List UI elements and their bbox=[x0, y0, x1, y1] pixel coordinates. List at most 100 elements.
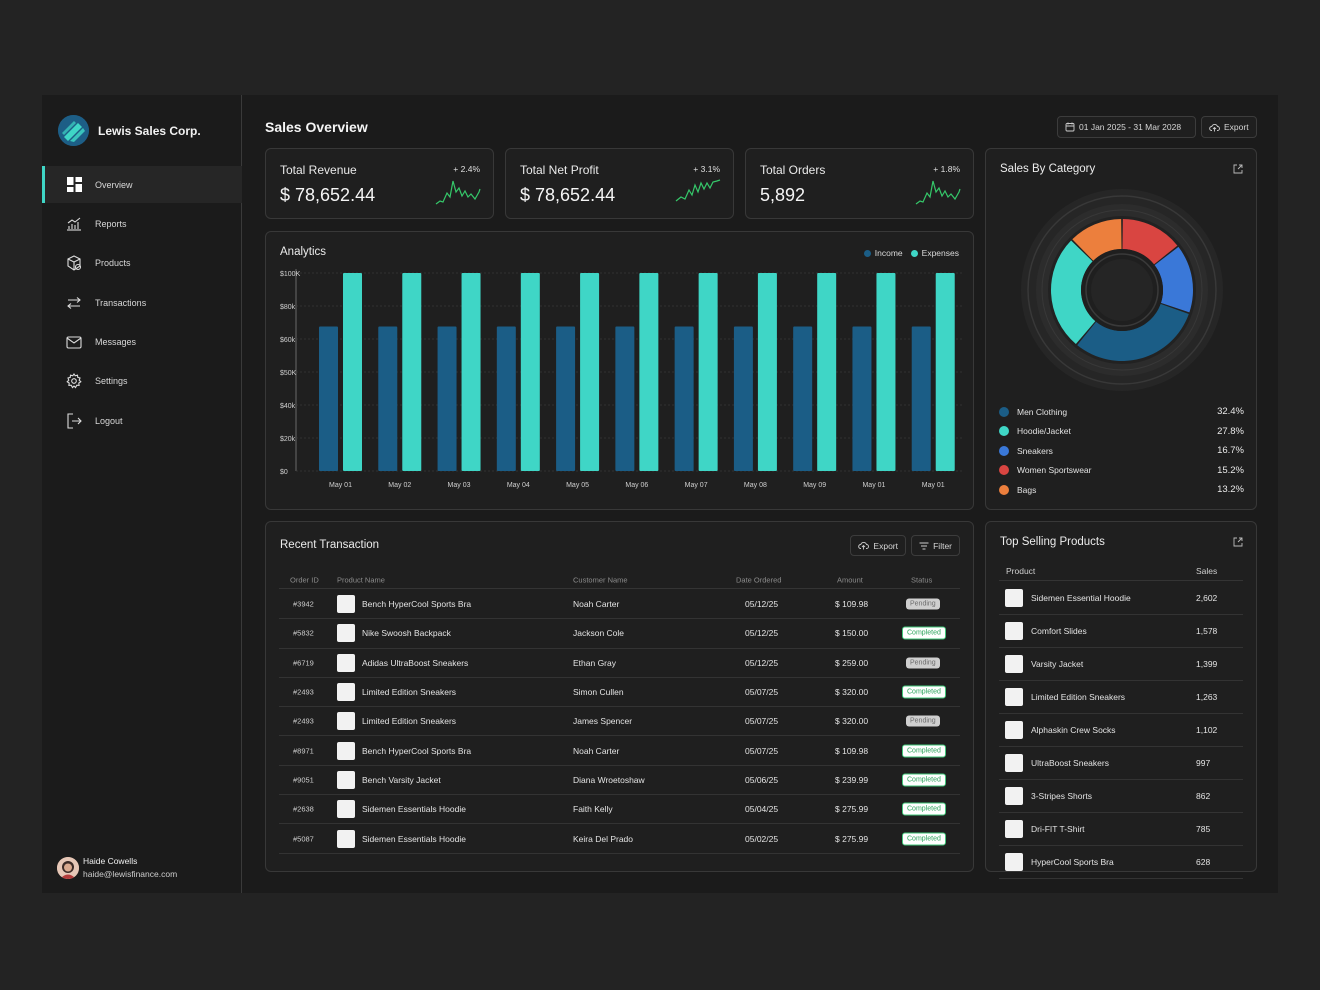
list-item[interactable]: 3-Stripes Shorts 862 bbox=[999, 780, 1243, 813]
date-ordered: 05/04/25 bbox=[745, 804, 779, 815]
date-ordered: 05/06/25 bbox=[745, 774, 779, 785]
sidebar-item-settings[interactable]: Settings bbox=[42, 363, 242, 400]
date-range-picker[interactable]: 01 Jan 2025 - 31 Mar 2028 bbox=[1057, 116, 1196, 138]
category-label: Women Sportswear bbox=[1017, 465, 1092, 476]
transactions-table-header: Order ID Product Name Customer Name Date… bbox=[279, 572, 960, 589]
table-row[interactable]: #5087 Sidemen Essentials Hoodie Keira Del … bbox=[279, 824, 960, 854]
amount: $ 109.98 bbox=[835, 599, 869, 610]
list-item[interactable]: Dri-FIT T-Shirt 785 bbox=[999, 813, 1243, 846]
kpi-value: $ 78,652.44 bbox=[520, 185, 616, 205]
legend-expenses: Expenses bbox=[910, 248, 959, 258]
table-row[interactable]: #3942 Bench HyperCool Sports Bra Noah Cart… bbox=[279, 590, 960, 620]
product-name: Sidemen Essentials Hoodie bbox=[362, 804, 466, 815]
sidebar-item-reports[interactable]: Reports bbox=[42, 205, 242, 242]
category-donut-chart bbox=[1021, 189, 1223, 391]
filter-icon bbox=[919, 542, 929, 549]
category-legend-item: Hoodie/Jacket 27.8% bbox=[999, 422, 1244, 442]
donut-slice-women-sportswear bbox=[1122, 219, 1178, 265]
amount: $ 320.00 bbox=[835, 716, 869, 727]
table-row[interactable]: #2638 Sidemen Essentials Hoodie Faith Kell… bbox=[279, 795, 960, 825]
list-item[interactable]: UltraBoost Sneakers 997 bbox=[999, 747, 1243, 780]
table-row[interactable]: #9051 Bench Varsity Jacket Diana Wroetosha… bbox=[279, 766, 960, 796]
order-id: #9051 bbox=[293, 775, 314, 785]
table-row[interactable]: #2493 Limited Edition Sneakers Simon Culle… bbox=[279, 678, 960, 708]
table-row[interactable]: #5832 Nike Swoosh Backpack Jackson Cole 05/… bbox=[279, 619, 960, 649]
kpi-title: Total Net Profit bbox=[520, 163, 599, 177]
list-item[interactable]: Limited Edition Sneakers 1,263 bbox=[999, 681, 1243, 714]
product-name: Bench Varsity Jacket bbox=[362, 774, 441, 785]
status-badge: Pending bbox=[906, 715, 940, 727]
product-thumbnail bbox=[337, 770, 355, 789]
external-link-icon[interactable] bbox=[1233, 164, 1243, 174]
customer-name: Diana Wroetoshaw bbox=[573, 774, 645, 785]
customer-name: Noah Carter bbox=[573, 599, 620, 610]
product-name: UltraBoost Sneakers bbox=[1031, 758, 1109, 768]
kpi-change: + 1.8% bbox=[933, 164, 960, 174]
legend-income: Income bbox=[863, 248, 903, 258]
order-id: #2638 bbox=[293, 804, 314, 814]
user-name: Haide Cowells bbox=[83, 856, 138, 866]
bar-income bbox=[437, 326, 457, 471]
export-button[interactable]: Export bbox=[1201, 116, 1257, 138]
list-item[interactable]: Varsity Jacket 1,399 bbox=[999, 648, 1243, 681]
customer-name: Noah Carter bbox=[573, 745, 620, 756]
cloud-upload-icon bbox=[858, 541, 870, 550]
donut-slice-sneakers bbox=[1154, 246, 1193, 313]
sales-by-category-card: Sales By Category Men Clothing 32.4% Hoodi… bbox=[985, 148, 1257, 510]
table-row[interactable]: #2493 Limited Edition Sneakers James Spenc… bbox=[279, 707, 960, 737]
order-id: #2493 bbox=[293, 716, 314, 726]
table-row[interactable]: #8971 Bench HyperCool Sports Bra Noah Cart… bbox=[279, 737, 960, 766]
x-tick-label: May 09 bbox=[803, 482, 826, 489]
sales-count: 2,602 bbox=[1196, 593, 1218, 603]
gear-icon bbox=[66, 373, 82, 389]
amount: $ 259.00 bbox=[835, 657, 869, 668]
list-item[interactable]: Alphaskin Crew Socks 1,102 bbox=[999, 714, 1243, 747]
customer-name: Ethan Gray bbox=[573, 657, 616, 668]
transactions-filter-button[interactable]: Filter bbox=[911, 535, 960, 556]
amount: $ 320.00 bbox=[835, 687, 869, 698]
list-item[interactable]: HyperCool Sports Bra 628 bbox=[999, 846, 1243, 879]
product-thumbnail bbox=[337, 741, 355, 760]
sales-count: 997 bbox=[1196, 758, 1211, 768]
external-link-icon[interactable] bbox=[1233, 537, 1243, 547]
x-tick-label: May 07 bbox=[685, 482, 708, 489]
table-row[interactable]: #6719 Adidas UltraBoost Sneakers Ethan Gra… bbox=[279, 649, 960, 678]
bar-expenses bbox=[817, 273, 837, 471]
sidebar-nav: Overview Reports Products Transactions bbox=[42, 166, 242, 442]
bar-income bbox=[733, 326, 753, 471]
grid-icon bbox=[66, 177, 82, 193]
sidebar-item-messages[interactable]: Messages bbox=[42, 324, 242, 361]
list-item[interactable]: Comfort Slides 1,578 bbox=[999, 615, 1243, 648]
customer-name: Faith Kelly bbox=[573, 804, 613, 815]
product-name: Adidas UltraBoost Sneakers bbox=[362, 657, 469, 668]
analytics-title: Analytics bbox=[280, 246, 327, 258]
top-selling-card: Top Selling Products Product Sales Sidem… bbox=[985, 521, 1257, 879]
bar-expenses bbox=[580, 273, 600, 471]
brand[interactable]: Lewis Sales Corp. bbox=[58, 115, 201, 146]
sidebar-item-overview[interactable]: Overview bbox=[42, 166, 242, 203]
sidebar-item-products[interactable]: Products bbox=[42, 245, 242, 282]
category-percent: 13.2% bbox=[1217, 484, 1244, 496]
category-legend-item: Bags 13.2% bbox=[999, 480, 1244, 500]
date-ordered: 05/07/25 bbox=[745, 745, 779, 756]
sales-by-category-title: Sales By Category bbox=[1000, 163, 1096, 175]
product-thumbnail bbox=[337, 712, 355, 731]
sidebar-item-label: Products bbox=[95, 258, 131, 269]
list-item[interactable]: Sidemen Essential Hoodie 2,602 bbox=[999, 582, 1243, 615]
category-legend-item: Sneakers 16.7% bbox=[999, 441, 1244, 461]
transactions-export-button[interactable]: Export bbox=[850, 535, 906, 556]
sidebar-item-transactions[interactable]: Transactions bbox=[42, 284, 242, 321]
category-label: Sneakers bbox=[1017, 445, 1053, 456]
bar-expenses bbox=[698, 273, 718, 471]
product-thumbnail bbox=[337, 624, 355, 643]
product-thumbnail bbox=[1005, 622, 1023, 640]
kpi-change: + 2.4% bbox=[453, 164, 480, 174]
order-id: #3942 bbox=[293, 599, 314, 609]
brand-name: Lewis Sales Corp. bbox=[98, 123, 201, 138]
col-customer-name: Customer Name bbox=[573, 575, 628, 585]
mail-icon bbox=[66, 334, 82, 350]
sidebar-item-logout[interactable]: Logout bbox=[42, 402, 242, 439]
category-percent: 27.8% bbox=[1217, 425, 1244, 437]
category-legend-item: Men Clothing 32.4% bbox=[999, 402, 1244, 422]
user-profile[interactable]: Haide Cowells haide@lewisfinance.com bbox=[57, 855, 177, 881]
